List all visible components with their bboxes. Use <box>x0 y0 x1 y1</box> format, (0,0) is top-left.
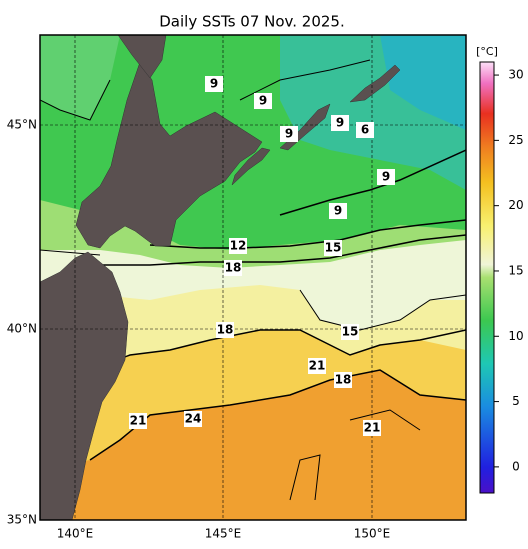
contour-label: 18 <box>225 261 242 275</box>
colorbar-tick-label: 15 <box>508 263 523 277</box>
contour-label-box <box>129 413 147 429</box>
contour-label-box <box>224 260 242 276</box>
land <box>40 35 401 520</box>
lat-label: 40°N <box>7 322 37 336</box>
colorbar-tick-label: 0 <box>512 459 520 473</box>
contour-label-box <box>308 358 326 374</box>
title: Daily SSTs 07 Nov. 2025. <box>159 13 344 31</box>
contour-label: 9 <box>285 127 293 141</box>
contour-label: 21 <box>130 414 147 428</box>
contour-label-box <box>280 126 298 142</box>
contour-label: 6 <box>361 123 369 137</box>
contour-label-box <box>184 411 202 427</box>
colorbar-tick-label: 25 <box>508 133 523 147</box>
contour-label: 9 <box>210 77 218 91</box>
contour-label: 15 <box>342 325 359 339</box>
contour-label: 18 <box>335 373 352 387</box>
contour-label-box <box>377 169 395 185</box>
contour-label: 24 <box>185 412 202 426</box>
lon-label: 140°E <box>57 527 94 541</box>
contour-labels: 9 9 9 6 9 9 9 12 15 18 15 18 21 18 21 24 21 <box>129 76 395 436</box>
contour-label: 9 <box>259 94 267 108</box>
lat-label: 45°N <box>7 118 37 132</box>
contour-label-box <box>324 240 342 256</box>
contour-label-box <box>329 203 347 219</box>
colorbar-ticks: 0 5 10 15 20 25 30 <box>494 68 524 473</box>
contour-label-box <box>205 76 223 92</box>
map-frame <box>39 34 467 521</box>
lat-label: 35°N <box>7 513 37 527</box>
contour-label: 9 <box>334 204 342 218</box>
contour-label: 9 <box>382 170 390 184</box>
contour-label-box <box>356 122 374 138</box>
contour-label: 9 <box>336 116 344 130</box>
contour-label-box <box>363 420 381 436</box>
contour-label-box <box>254 93 272 109</box>
lon-label: 150°E <box>354 527 391 541</box>
contour-label-box <box>341 324 359 340</box>
contour-label: 15 <box>325 241 342 255</box>
colorbar-tick-label: 30 <box>508 68 523 82</box>
contours <box>40 59 466 501</box>
contour-label: 18 <box>217 323 234 337</box>
contour-label: 21 <box>309 359 326 373</box>
contour-label: 21 <box>364 421 381 435</box>
contour-label-box <box>216 322 234 338</box>
colorbar-tick-label: 10 <box>508 329 523 343</box>
contour-label: 12 <box>230 239 247 253</box>
colorbar-tick-label: 5 <box>512 394 520 408</box>
contour-label-box <box>229 238 247 254</box>
colorbar-unit: [°C] <box>476 45 498 58</box>
colorbar-tick-label: 20 <box>508 198 523 212</box>
lon-label: 145°E <box>205 527 242 541</box>
contour-label-box <box>331 115 349 131</box>
contour-label-box <box>334 372 352 388</box>
colorbar <box>479 61 495 494</box>
